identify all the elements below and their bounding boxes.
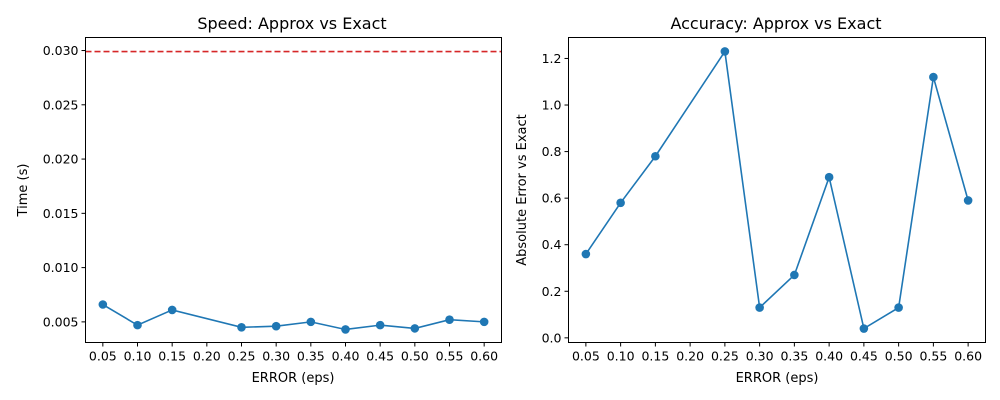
accuracy-chart-data-point (894, 303, 903, 312)
speed-chart-y-tick-label: 0.030 (43, 43, 79, 58)
accuracy-chart-series-line (585, 49, 969, 330)
accuracy-chart-x-ticks: 0.05 0.10 0.15 0.20 0.25 0.30 0.35 0.40 0.45 0.50… (572, 342, 982, 364)
speed-chart-x-tick-label: 0.10 (124, 349, 152, 364)
speed-chart-x-tick-label: 0.60 (470, 349, 498, 364)
accuracy-chart-y-tick-label: 0.6 (542, 191, 562, 206)
speed-chart-y-label: Time (s) (16, 164, 31, 218)
speed-chart-data-point (375, 320, 385, 330)
speed-chart-data-point (306, 317, 316, 327)
speed-chart-x-tick-label: 0.55 (436, 349, 464, 364)
accuracy-chart-data-point (859, 324, 869, 333)
accuracy-chart-y-label: Absolute Error vs Exact (515, 114, 530, 266)
speed-chart-x-ticks: 0.05 0.10 0.15 0.20 0.25 0.30 0.35 0.40 0.45 0.50… (89, 342, 498, 364)
accuracy-chart-x-tick-label: 0.05 (572, 349, 600, 364)
accuracy-chart-data-point (824, 172, 834, 182)
speed-chart-x-tick-label: 0.35 (297, 349, 325, 364)
speed-chart-data-point (341, 325, 350, 334)
accuracy-chart-x-tick-label: 0.40 (815, 349, 843, 364)
speed-chart-y-tick-label: 0.015 (43, 206, 79, 221)
speed-chart-x-tick-label: 0.05 (89, 349, 117, 364)
speed-chart-x-label: ERROR (eps) (252, 371, 335, 386)
accuracy-chart: Accuracy: Approx vs Exact 0.05 0.10 0.15 0.… (515, 14, 986, 386)
accuracy-chart-y-tick-label: 1.0 (542, 98, 562, 113)
accuracy-chart-x-tick-label: 0.30 (746, 349, 774, 364)
accuracy-chart-x-tick-label: 0.20 (676, 349, 704, 364)
accuracy-chart-data-point (651, 151, 660, 161)
accuracy-chart-y-ticks: 0.0 0.2 0.4 0.6 0.8 1.0 1.2 (542, 51, 569, 345)
speed-chart-x-tick-label: 0.20 (193, 349, 221, 364)
accuracy-chart-y-tick-label: 0.0 (542, 330, 562, 345)
accuracy-chart-data-point (755, 303, 764, 312)
speed-chart-series-line (102, 303, 485, 331)
speed-chart-y-tick-label: 0.025 (43, 97, 79, 112)
accuracy-chart-frame (568, 37, 986, 343)
speed-chart-data-point (133, 320, 142, 330)
accuracy-chart-y-tick-label: 1.2 (542, 51, 562, 66)
speed-chart-data-point (237, 323, 246, 332)
accuracy-chart-x-tick-label: 0.35 (780, 349, 808, 364)
accuracy-chart-data-point (790, 270, 799, 280)
speed-chart-data-point (479, 317, 489, 327)
accuracy-chart-x-tick-label: 0.10 (607, 349, 635, 364)
speed-chart-x-tick-label: 0.30 (262, 349, 290, 364)
accuracy-chart-y-tick-label: 0.4 (542, 237, 562, 252)
accuracy-chart-x-tick-label: 0.60 (954, 349, 982, 364)
accuracy-chart-x-tick-label: 0.25 (711, 349, 739, 364)
accuracy-chart-y-tick-label: 0.8 (542, 144, 562, 159)
speed-chart-data-point (98, 300, 108, 309)
accuracy-chart-data-point (720, 47, 730, 56)
speed-chart-y-tick-label: 0.020 (43, 152, 79, 167)
accuracy-chart-y-tick-label: 0.2 (542, 284, 562, 299)
speed-chart-data-point (445, 315, 454, 325)
speed-chart-x-tick-label: 0.45 (366, 349, 394, 364)
speed-chart-y-tick-label: 0.010 (43, 260, 79, 275)
accuracy-chart-x-label: ERROR (eps) (736, 371, 819, 386)
speed-chart-x-tick-label: 0.25 (228, 349, 256, 364)
accuracy-chart-data-point (929, 72, 938, 82)
accuracy-chart-marks (581, 47, 973, 333)
speed-chart-data-point (271, 321, 281, 331)
speed-chart-y-ticks: 0.005 0.010 0.015 0.020 0.025 0.030 (43, 43, 86, 329)
speed-chart-x-tick-label: 0.40 (332, 349, 360, 364)
accuracy-chart-x-tick-label: 0.15 (641, 349, 669, 364)
accuracy-chart-x-tick-label: 0.55 (919, 349, 947, 364)
speed-chart-y-tick-label: 0.005 (43, 314, 79, 329)
accuracy-chart-x-tick-label: 0.45 (850, 349, 878, 364)
speed-chart-title: Speed: Approx vs Exact (197, 14, 386, 33)
speed-chart: Speed: Approx vs Exact 0.05 0.10 0.15 0.20 0… (16, 14, 502, 386)
accuracy-chart-data-point (581, 249, 591, 259)
speed-chart-marks (85, 50, 502, 334)
speed-chart-data-point (410, 324, 420, 333)
accuracy-chart-data-point (616, 198, 625, 208)
speed-chart-x-tick-label: 0.15 (158, 349, 186, 364)
accuracy-chart-title: Accuracy: Approx vs Exact (670, 14, 881, 33)
accuracy-chart-data-point (963, 196, 973, 205)
accuracy-chart-x-tick-label: 0.50 (885, 349, 913, 364)
speed-chart-frame (85, 37, 502, 343)
speed-chart-data-point (167, 305, 177, 315)
speed-chart-x-tick-label: 0.50 (401, 349, 429, 364)
